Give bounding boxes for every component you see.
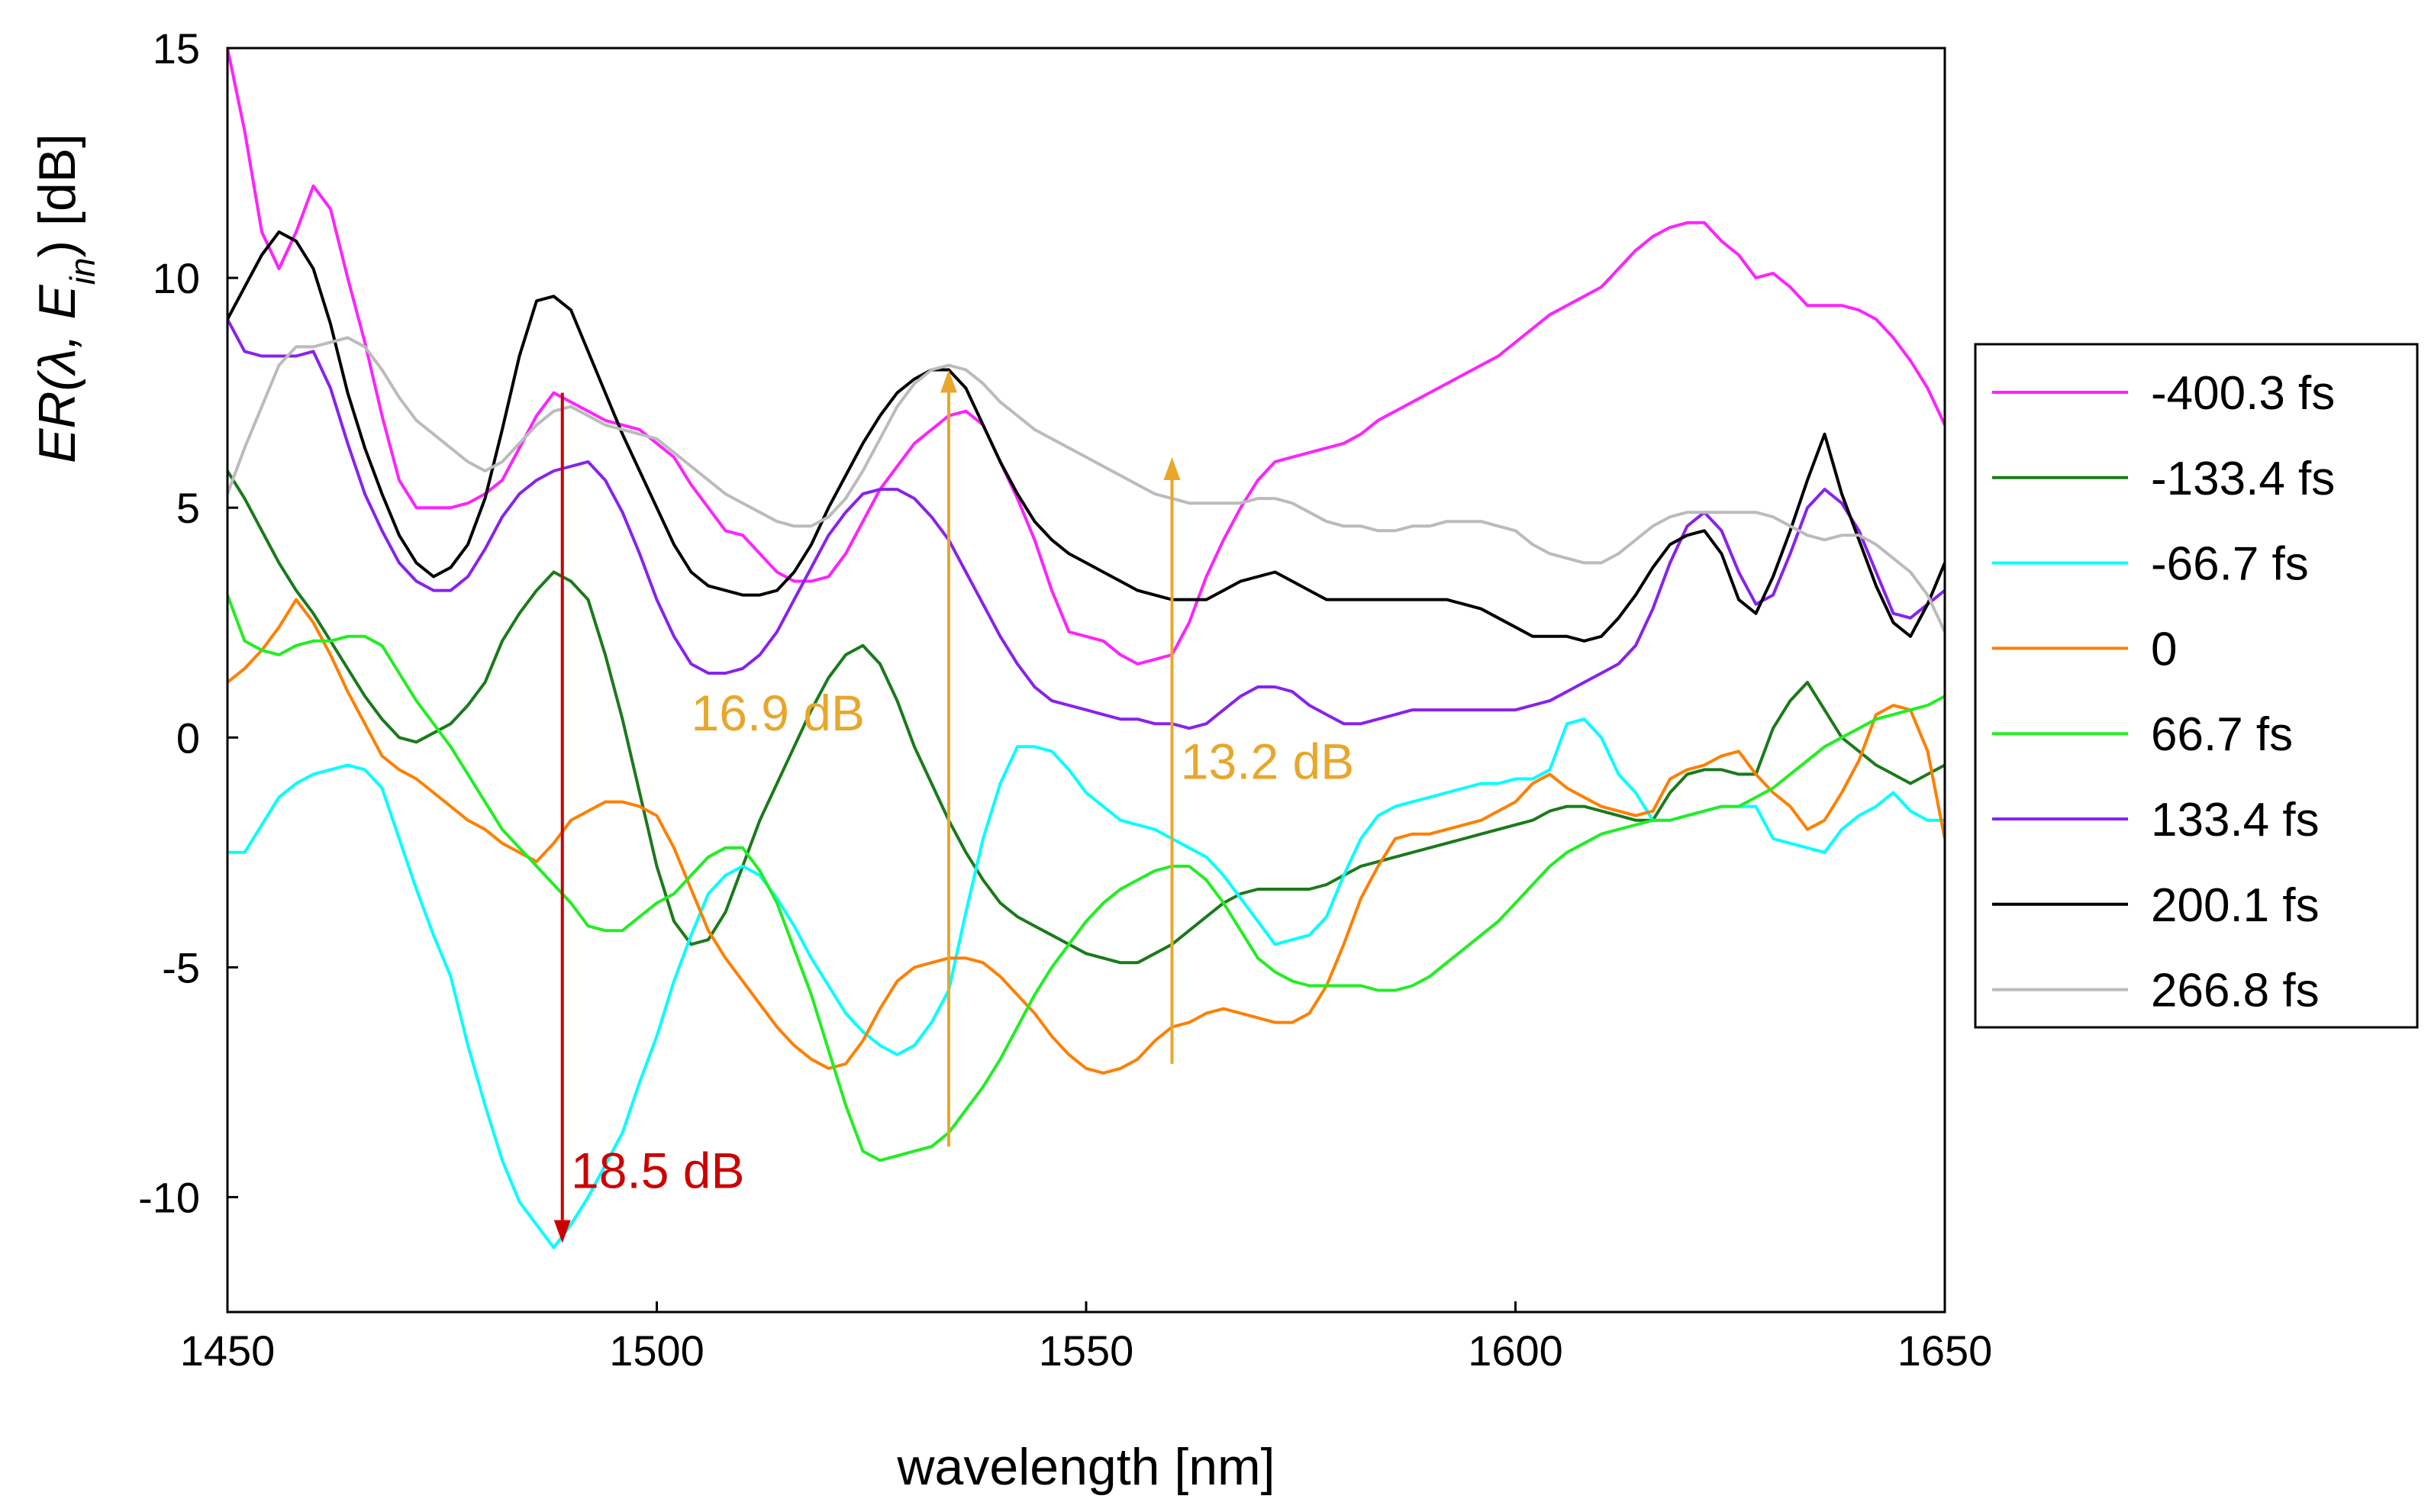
y-tick-label-5: 5 xyxy=(176,484,200,532)
annotation-label-2: 16.9 dB xyxy=(692,685,866,741)
y-axis-title-subscript: in xyxy=(63,257,102,285)
y-axis: -10 -5 0 5 10 15 xyxy=(138,24,238,1221)
legend-label-266-8-fs: 266.8 fs xyxy=(2151,965,2320,1017)
series-line-66-7-fs xyxy=(227,594,1945,1162)
y-tick-label-10: 10 xyxy=(153,254,200,302)
series-layer xyxy=(227,48,1945,1249)
legend-label-400-3-fs: -400.3 fs xyxy=(2151,367,2335,420)
series-line-400-3-fs xyxy=(227,48,1945,666)
annotation-arrow-head-2 xyxy=(940,369,957,393)
x-tick-label-1450: 1450 xyxy=(180,1327,276,1375)
series-line-200-1-fs xyxy=(227,230,1945,643)
x-tick-label-1550: 1550 xyxy=(1039,1327,1134,1375)
legend-box xyxy=(1974,343,2419,1029)
legend-label-133-4-fs: -133.4 fs xyxy=(2151,453,2335,505)
annotation-layer: 18.5 dB 16.9 dB 13.2 dB xyxy=(553,369,1355,1243)
y-axis-title: ER(λ, Ein) [dB] xyxy=(28,134,102,463)
x-axis-title: wavelength [nm] xyxy=(896,1438,1275,1496)
y-axis-title-main: ER(λ, E xyxy=(28,285,86,463)
series-line-266-8-fs xyxy=(227,336,1945,633)
series-line-66-7-fs xyxy=(227,717,1945,1249)
y-tick-label-5: -5 xyxy=(162,943,200,991)
legend-label-66-7-fs: 66.7 fs xyxy=(2151,708,2293,761)
legend-label-200-1-fs: 200.1 fs xyxy=(2151,879,2320,932)
annotation-label-3: 13.2 dB xyxy=(1181,733,1355,789)
annotation-arrow-head-1 xyxy=(553,1220,571,1243)
x-tick-label-1600: 1600 xyxy=(1468,1327,1563,1375)
y-tick-label-15: 15 xyxy=(153,24,200,73)
x-tick-label-1500: 1500 xyxy=(609,1327,704,1375)
series-line-133-4-fs xyxy=(227,318,1945,730)
x-axis: 1450 1500 1550 1600 1650 xyxy=(180,1301,1993,1375)
legend-label-133-4-fs: 133.4 fs xyxy=(2151,794,2320,846)
series-line-133-4-fs xyxy=(227,469,1945,965)
y-axis-title-close: ) [dB] xyxy=(28,134,86,258)
annotation-arrow-head-3 xyxy=(1163,456,1181,480)
x-tick-label-1650: 1650 xyxy=(1897,1327,1993,1375)
y-tick-label-10: -10 xyxy=(138,1173,200,1221)
legend: -400.3 fs -133.4 fs -66.7 fs 0 66.7 fs 133.4 … xyxy=(1974,343,2419,1029)
legend-label-66-7-fs: -66.7 fs xyxy=(2151,538,2309,591)
series-line-0 xyxy=(227,598,1945,1075)
y-tick-label-0: 0 xyxy=(176,714,200,762)
legend-label-0: 0 xyxy=(2151,623,2177,675)
annotation-label-1: 18.5 dB xyxy=(571,1142,745,1198)
